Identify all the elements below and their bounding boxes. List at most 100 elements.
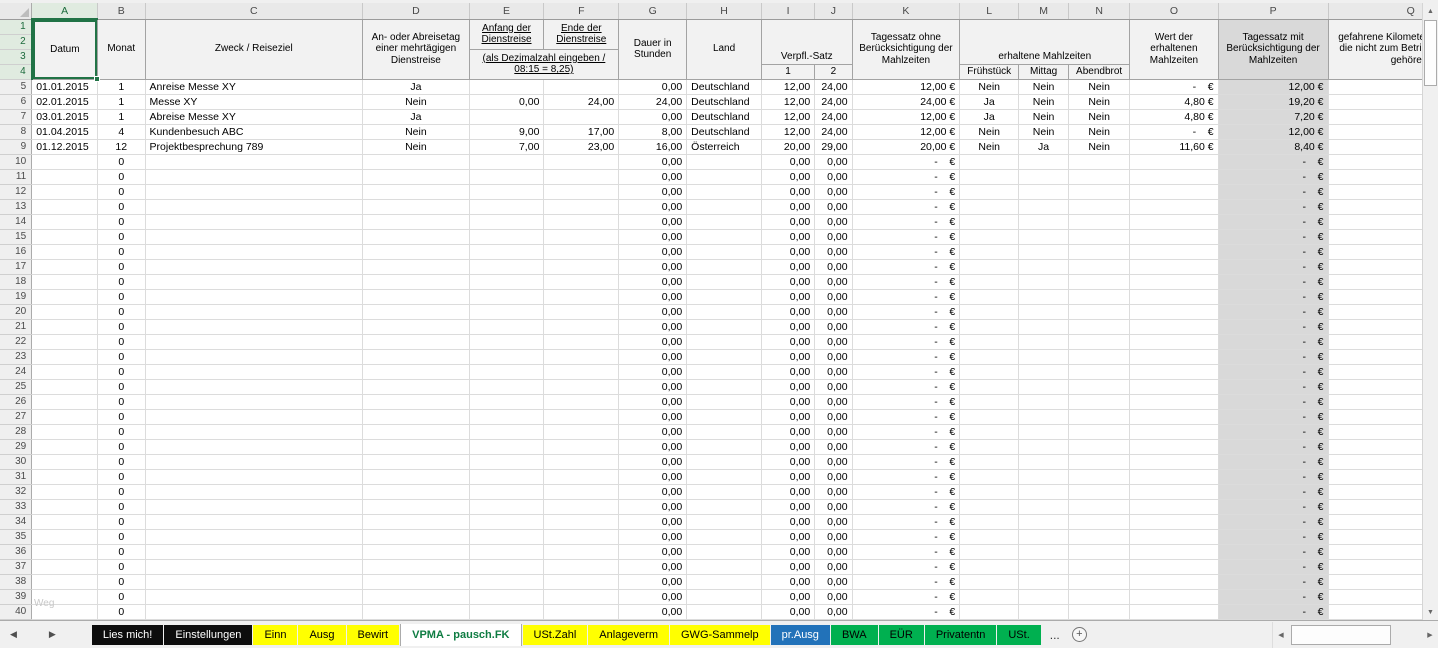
cell-L26[interactable]: [959, 394, 1020, 410]
column-header-M[interactable]: M: [1018, 3, 1070, 20]
cell-K39[interactable]: - €: [852, 589, 961, 605]
header-satz-2[interactable]: 2: [814, 63, 853, 80]
cell-M17[interactable]: [1018, 259, 1070, 275]
cell-C17[interactable]: [145, 259, 364, 275]
cell-K30[interactable]: - €: [852, 454, 961, 470]
cell-M13[interactable]: [1018, 199, 1070, 215]
cell-B18[interactable]: 0: [97, 274, 146, 290]
cell-F18[interactable]: [543, 274, 620, 290]
cell-G6[interactable]: 24,00: [618, 94, 688, 110]
cell-O8[interactable]: - €: [1129, 124, 1219, 140]
cell-J12[interactable]: 0,00: [814, 184, 853, 200]
cell-K26[interactable]: - €: [852, 394, 961, 410]
row-header-39[interactable]: 39: [0, 589, 33, 605]
cell-K10[interactable]: - €: [852, 154, 961, 170]
cell-I39[interactable]: 0,00: [761, 589, 816, 605]
cell-D14[interactable]: [362, 214, 470, 230]
cell-M5[interactable]: Nein: [1018, 79, 1070, 95]
cell-N38[interactable]: [1068, 574, 1131, 590]
cell-M29[interactable]: [1018, 439, 1070, 455]
row-header-21[interactable]: 21: [0, 319, 33, 335]
cell-I38[interactable]: 0,00: [761, 574, 816, 590]
header-tagessatz-mit[interactable]: Tagessatz mit Berücksichtigung der Mahlz…: [1217, 18, 1329, 80]
cell-A29[interactable]: [31, 439, 98, 455]
cell-F34[interactable]: [543, 514, 620, 530]
cell-A19[interactable]: [31, 289, 98, 305]
cell-E5[interactable]: [469, 79, 545, 95]
cell-C30[interactable]: [145, 454, 364, 470]
sheet-tab-privatentn[interactable]: Privatentn: [924, 624, 997, 645]
cell-I13[interactable]: 0,00: [761, 199, 816, 215]
header-dauer-stunden[interactable]: Dauer in Stunden: [618, 18, 688, 80]
cell-F22[interactable]: [543, 334, 620, 350]
cell-L24[interactable]: [959, 364, 1020, 380]
cell-A9[interactable]: 01.12.2015: [31, 139, 98, 155]
cell-E8[interactable]: 9,00: [469, 124, 545, 140]
cell-C36[interactable]: [145, 544, 364, 560]
cell-A28[interactable]: [31, 424, 98, 440]
cell-P7[interactable]: 7,20 €: [1218, 109, 1329, 125]
cell-K25[interactable]: - €: [852, 379, 961, 395]
cell-H7[interactable]: Deutschland: [686, 109, 762, 125]
cell-J7[interactable]: 24,00: [814, 109, 853, 125]
cell-O12[interactable]: [1129, 184, 1219, 200]
cell-B9[interactable]: 12: [97, 139, 146, 155]
row-header-14[interactable]: 14: [0, 214, 33, 230]
cell-C33[interactable]: [145, 499, 364, 515]
cell-D30[interactable]: [362, 454, 470, 470]
cell-G31[interactable]: 0,00: [618, 469, 688, 485]
cell-C23[interactable]: [145, 349, 364, 365]
cell-G28[interactable]: 0,00: [618, 424, 688, 440]
cell-O10[interactable]: [1129, 154, 1219, 170]
cell-O30[interactable]: [1129, 454, 1219, 470]
cell-E23[interactable]: [469, 349, 545, 365]
cell-B21[interactable]: 0: [97, 319, 146, 335]
cell-A38[interactable]: [31, 574, 98, 590]
cell-K27[interactable]: - €: [852, 409, 961, 425]
cell-A13[interactable]: [31, 199, 98, 215]
cell-J37[interactable]: 0,00: [814, 559, 853, 575]
cell-C5[interactable]: Anreise Messe XY: [145, 79, 364, 95]
cell-P21[interactable]: - €: [1218, 319, 1329, 335]
cell-L40[interactable]: [959, 604, 1020, 620]
cell-P38[interactable]: - €: [1218, 574, 1329, 590]
cell-D26[interactable]: [362, 394, 470, 410]
cell-G20[interactable]: 0,00: [618, 304, 688, 320]
cell-I31[interactable]: 0,00: [761, 469, 816, 485]
row-header-20[interactable]: 20: [0, 304, 33, 320]
sheet-tab-lies-mich[interactable]: Lies mich!: [91, 624, 164, 645]
cell-C24[interactable]: [145, 364, 364, 380]
cell-Q23[interactable]: [1328, 349, 1422, 365]
cell-F32[interactable]: [543, 484, 620, 500]
cell-B39[interactable]: 0: [97, 589, 146, 605]
cell-F10[interactable]: [543, 154, 620, 170]
cell-L30[interactable]: [959, 454, 1020, 470]
cell-L5[interactable]: Nein: [959, 79, 1020, 95]
cell-G7[interactable]: 0,00: [618, 109, 688, 125]
cell-H21[interactable]: [686, 319, 762, 335]
cell-P22[interactable]: - €: [1218, 334, 1329, 350]
column-header-C[interactable]: C: [145, 3, 364, 20]
horizontal-scroll-thumb[interactable]: [1291, 625, 1391, 645]
cell-J29[interactable]: 0,00: [814, 439, 853, 455]
cell-E11[interactable]: [469, 169, 545, 185]
cell-M35[interactable]: [1018, 529, 1070, 545]
cell-Q35[interactable]: [1328, 529, 1422, 545]
cell-O21[interactable]: [1129, 319, 1219, 335]
cell-D9[interactable]: Nein: [362, 139, 470, 155]
cell-N25[interactable]: [1068, 379, 1131, 395]
cell-O40[interactable]: [1129, 604, 1219, 620]
cell-O22[interactable]: [1129, 334, 1219, 350]
cell-M33[interactable]: [1018, 499, 1070, 515]
cell-C25[interactable]: [145, 379, 364, 395]
row-header-37[interactable]: 37: [0, 559, 33, 575]
cell-O36[interactable]: [1129, 544, 1219, 560]
cell-O27[interactable]: [1129, 409, 1219, 425]
row-header-1[interactable]: 1: [0, 19, 33, 35]
cell-D32[interactable]: [362, 484, 470, 500]
cell-D28[interactable]: [362, 424, 470, 440]
cell-B26[interactable]: 0: [97, 394, 146, 410]
cell-G35[interactable]: 0,00: [618, 529, 688, 545]
cell-B36[interactable]: 0: [97, 544, 146, 560]
cell-J19[interactable]: 0,00: [814, 289, 853, 305]
